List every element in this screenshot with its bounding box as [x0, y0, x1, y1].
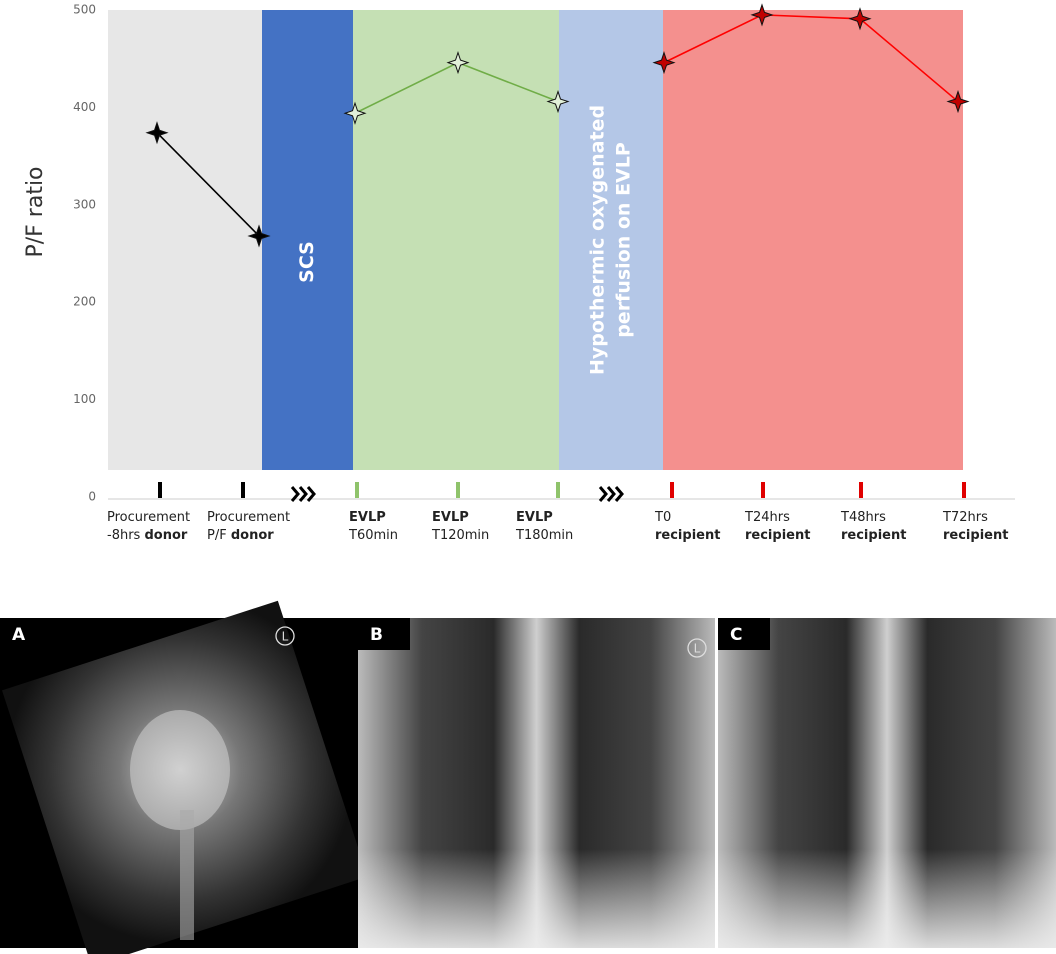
- x-tick-label: T0: [654, 510, 671, 525]
- data-point: [652, 51, 676, 75]
- x-tick-label: Procurement: [107, 510, 190, 525]
- y-tick-label: 500: [73, 3, 96, 17]
- y-tick-label: 0: [88, 490, 96, 504]
- x-tick-label: EVLP: [349, 510, 386, 525]
- x-tick-label: T60min: [348, 528, 398, 543]
- label-run: donor: [231, 528, 274, 543]
- trachea: [180, 810, 194, 940]
- x-tick-label: EVLP: [432, 510, 469, 525]
- x-tick-label: -8hrs donor: [107, 528, 188, 543]
- x-tick-label: T48hrs: [840, 510, 886, 525]
- label-run: EVLP: [432, 510, 469, 525]
- panel-label: B: [370, 625, 383, 645]
- panel-label: A: [12, 625, 26, 645]
- chevron: [290, 486, 316, 502]
- band-label: Hypothermic oxygenated: [587, 105, 609, 375]
- label-run: recipient: [745, 528, 810, 543]
- label-run: P/F: [207, 528, 231, 543]
- label-run: T60min: [348, 528, 398, 543]
- x-tick-label: Procurement: [207, 510, 290, 525]
- side-marker-ring: [687, 638, 707, 658]
- label-run: T120min: [431, 528, 489, 543]
- y-tick-label: 400: [73, 100, 96, 114]
- chart: SCS Hypothermic oxygenated perfusion on EV…: [23, 3, 1015, 543]
- label-run: recipient: [943, 528, 1008, 543]
- label-run: Procurement: [107, 510, 190, 525]
- diaphragm: [718, 618, 1056, 948]
- x-tick-label: T180min: [515, 528, 573, 543]
- data-point: [848, 7, 872, 31]
- phase-band: [353, 10, 559, 470]
- chevron: [598, 486, 624, 502]
- x-tick-label: recipient: [943, 528, 1008, 543]
- panel-label: C: [730, 625, 742, 645]
- series-line: [663, 14, 959, 103]
- image-panel-b: [358, 618, 715, 948]
- panel-label-bg: [0, 618, 52, 650]
- panel-label-bg: [358, 618, 410, 650]
- band-label: perfusion on EVLP: [613, 142, 635, 338]
- label-run: recipient: [655, 528, 720, 543]
- data-point: [446, 51, 470, 75]
- image-panel-c: [718, 618, 1056, 948]
- data-point: [750, 3, 774, 27]
- side-marker: L: [282, 630, 289, 644]
- label-run: T72hrs: [942, 510, 988, 525]
- x-tick-label: EVLP: [516, 510, 553, 525]
- phase-band: [108, 10, 262, 470]
- label-run: -8hrs: [107, 528, 144, 543]
- data-point: [946, 89, 970, 114]
- hilum: [130, 710, 230, 830]
- phase-band: [663, 10, 963, 470]
- x-tick-label: recipient: [745, 528, 810, 543]
- label-run: EVLP: [349, 510, 386, 525]
- diaphragm: [358, 618, 715, 948]
- side-marker-ring: [275, 626, 295, 646]
- label-run: T24hrs: [744, 510, 790, 525]
- series-line: [156, 132, 260, 237]
- phase-band: [262, 10, 353, 470]
- label-run: EVLP: [516, 510, 553, 525]
- x-tick-label: T120min: [431, 528, 489, 543]
- y-tick-label: 100: [73, 392, 96, 406]
- data-point: [247, 224, 271, 248]
- label-run: T180min: [515, 528, 573, 543]
- label-run: donor: [144, 528, 187, 543]
- label-run: T0: [654, 510, 671, 525]
- label-run: Procurement: [207, 510, 290, 525]
- chevrons: [290, 486, 624, 502]
- x-tick-label: P/F donor: [207, 528, 274, 543]
- y-tick-label: 200: [73, 295, 96, 309]
- data-point: [546, 89, 570, 114]
- x-tick-label: recipient: [841, 528, 906, 543]
- panel-label-bg: [718, 618, 770, 650]
- image-panel-a: [0, 600, 368, 954]
- x-tick-label: T72hrs: [942, 510, 988, 525]
- x-tick-label: T24hrs: [744, 510, 790, 525]
- band-label: SCS: [296, 241, 318, 283]
- data-point: [343, 101, 367, 125]
- data-point: [145, 121, 169, 145]
- x-tick-label: recipient: [655, 528, 720, 543]
- label-run: T48hrs: [840, 510, 886, 525]
- side-marker: L: [694, 642, 701, 656]
- y-axis-label: P/F ratio: [23, 166, 48, 257]
- phase-band: [559, 10, 663, 470]
- label-run: recipient: [841, 528, 906, 543]
- y-tick-label: 300: [73, 197, 96, 211]
